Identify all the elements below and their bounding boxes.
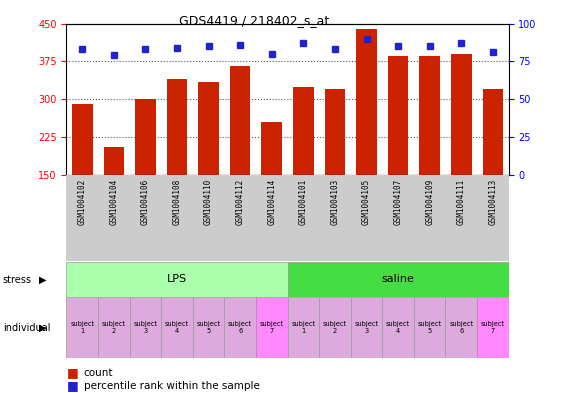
Bar (319, 297, 351, 358)
Bar (451, 54, 472, 175)
Text: LPS: LPS (167, 274, 187, 285)
Bar (420, 56, 440, 175)
Text: ▶: ▶ (39, 275, 47, 285)
Bar (166, 79, 187, 175)
Bar (287, 262, 509, 297)
Text: GSM1004110: GSM1004110 (204, 179, 213, 226)
Text: GSM1004101: GSM1004101 (299, 179, 308, 226)
Bar (98, 297, 129, 358)
Bar (103, 147, 124, 175)
Text: subject
4: subject 4 (165, 321, 189, 334)
Text: subject
3: subject 3 (354, 321, 379, 334)
Bar (325, 89, 345, 175)
Text: subject
1: subject 1 (70, 321, 94, 334)
Bar (477, 297, 509, 358)
Text: GSM1004112: GSM1004112 (236, 179, 244, 226)
Text: GSM1004102: GSM1004102 (78, 179, 87, 226)
Text: GSM1004105: GSM1004105 (362, 179, 371, 226)
Bar (356, 29, 377, 175)
Text: subject
2: subject 2 (323, 321, 347, 334)
Bar (66, 262, 287, 297)
Bar (446, 297, 477, 358)
Text: subject
2: subject 2 (102, 321, 126, 334)
Bar (224, 297, 256, 358)
Bar (230, 66, 250, 175)
Text: GSM1004108: GSM1004108 (172, 179, 181, 226)
Bar (293, 86, 314, 175)
Text: GSM1004103: GSM1004103 (331, 179, 339, 226)
Text: count: count (84, 367, 113, 378)
Bar (351, 297, 382, 358)
Bar (135, 99, 155, 175)
Bar (66, 297, 98, 358)
Bar (198, 82, 219, 175)
Text: ■: ■ (66, 379, 78, 393)
Text: GSM1004104: GSM1004104 (109, 179, 118, 226)
Text: percentile rank within the sample: percentile rank within the sample (84, 381, 260, 391)
Text: subject
5: subject 5 (197, 321, 221, 334)
Bar (483, 89, 503, 175)
Text: individual: individual (3, 323, 50, 333)
Text: subject
6: subject 6 (228, 321, 252, 334)
Text: subject
1: subject 1 (291, 321, 316, 334)
Text: GDS4419 / 218402_s_at: GDS4419 / 218402_s_at (179, 14, 329, 27)
Bar (161, 297, 193, 358)
Bar (129, 297, 161, 358)
Bar (287, 297, 319, 358)
Text: GSM1004109: GSM1004109 (425, 179, 434, 226)
Text: ▶: ▶ (39, 323, 47, 333)
Text: subject
7: subject 7 (260, 321, 284, 334)
Text: GSM1004107: GSM1004107 (394, 179, 403, 226)
Text: subject
5: subject 5 (418, 321, 442, 334)
Bar (382, 297, 414, 358)
Text: ■: ■ (66, 366, 78, 379)
Text: subject
4: subject 4 (386, 321, 410, 334)
Text: subject
7: subject 7 (481, 321, 505, 334)
Bar (414, 297, 446, 358)
Text: GSM1004113: GSM1004113 (488, 179, 497, 226)
Bar (256, 297, 288, 358)
Bar (72, 104, 92, 175)
Text: GSM1004114: GSM1004114 (267, 179, 276, 226)
Text: subject
3: subject 3 (134, 321, 157, 334)
Text: GSM1004111: GSM1004111 (457, 179, 466, 226)
Text: saline: saline (381, 274, 414, 285)
Bar (388, 56, 409, 175)
Text: GSM1004106: GSM1004106 (141, 179, 150, 226)
Bar (261, 122, 282, 175)
Bar (193, 297, 224, 358)
Text: subject
6: subject 6 (449, 321, 473, 334)
Text: stress: stress (3, 275, 32, 285)
